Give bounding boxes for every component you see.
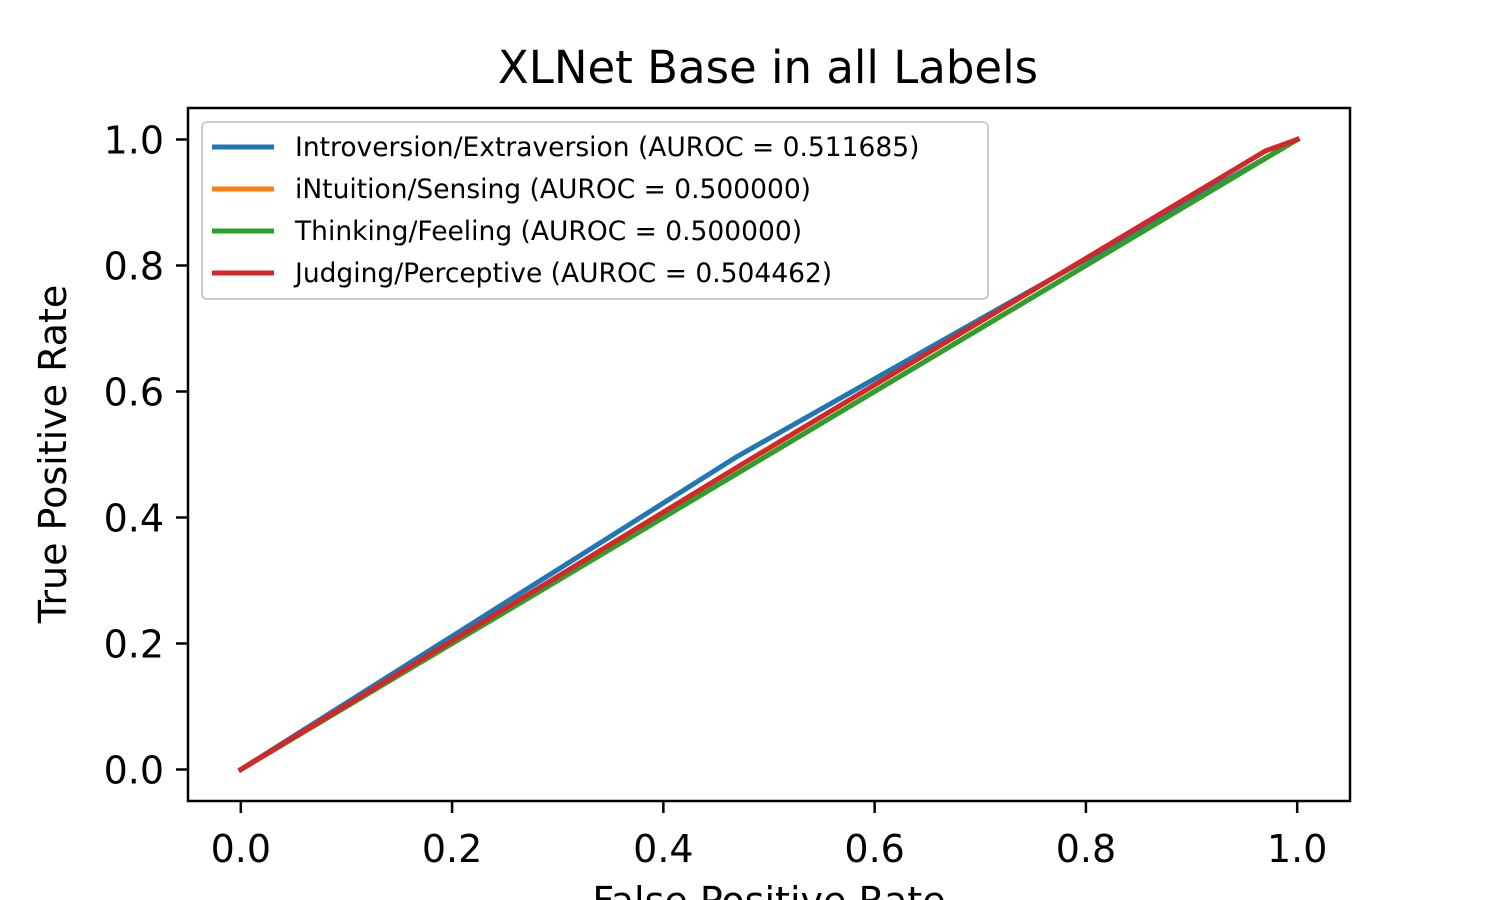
y-axis-ticks: 0.0 0.2 0.4 0.6 0.8 1.0 (104, 119, 188, 793)
y-tick-label: 1.0 (104, 119, 164, 163)
y-tick-label: 0.8 (104, 245, 164, 289)
legend-box (201, 121, 989, 300)
legend-label: Introversion/Extraversion (AUROC = 0.511… (295, 132, 919, 163)
legend-entries: Introversion/Extraversion (AUROC = 0.511… (212, 132, 919, 289)
legend-label: Thinking/Feeling (AUROC = 0.500000) (294, 216, 802, 247)
legend-label: Judging/Perceptive (AUROC = 0.504462) (293, 258, 832, 289)
x-tick-label: 0.0 (211, 827, 271, 871)
legend-label: iNtuition/Sensing (AUROC = 0.500000) (295, 174, 811, 205)
y-tick-label: 0.4 (104, 497, 164, 541)
x-tick-label: 1.0 (1267, 827, 1327, 871)
x-tick-label: 0.6 (844, 827, 904, 871)
x-tick-label: 0.2 (422, 827, 482, 871)
chart-title: XLNet Base in all Labels (498, 41, 1038, 94)
x-tick-label: 0.8 (1056, 827, 1116, 871)
plot-frame (186, 106, 1352, 803)
legend: Introversion/Extraversion (AUROC = 0.511… (201, 121, 989, 300)
y-tick-label: 0.6 (104, 371, 164, 415)
y-axis-label: True Positive Rate (31, 285, 75, 625)
x-axis-label: False Positive Rate (592, 879, 945, 900)
y-tick-label: 0.0 (104, 749, 164, 793)
series-line-3 (237, 136, 1301, 773)
plot-lines (237, 136, 1301, 773)
x-axis-ticks: 0.0 0.2 0.4 0.6 0.8 1.0 (211, 801, 1327, 871)
y-tick-label: 0.2 (104, 623, 164, 667)
x-tick-label: 0.4 (633, 827, 693, 871)
